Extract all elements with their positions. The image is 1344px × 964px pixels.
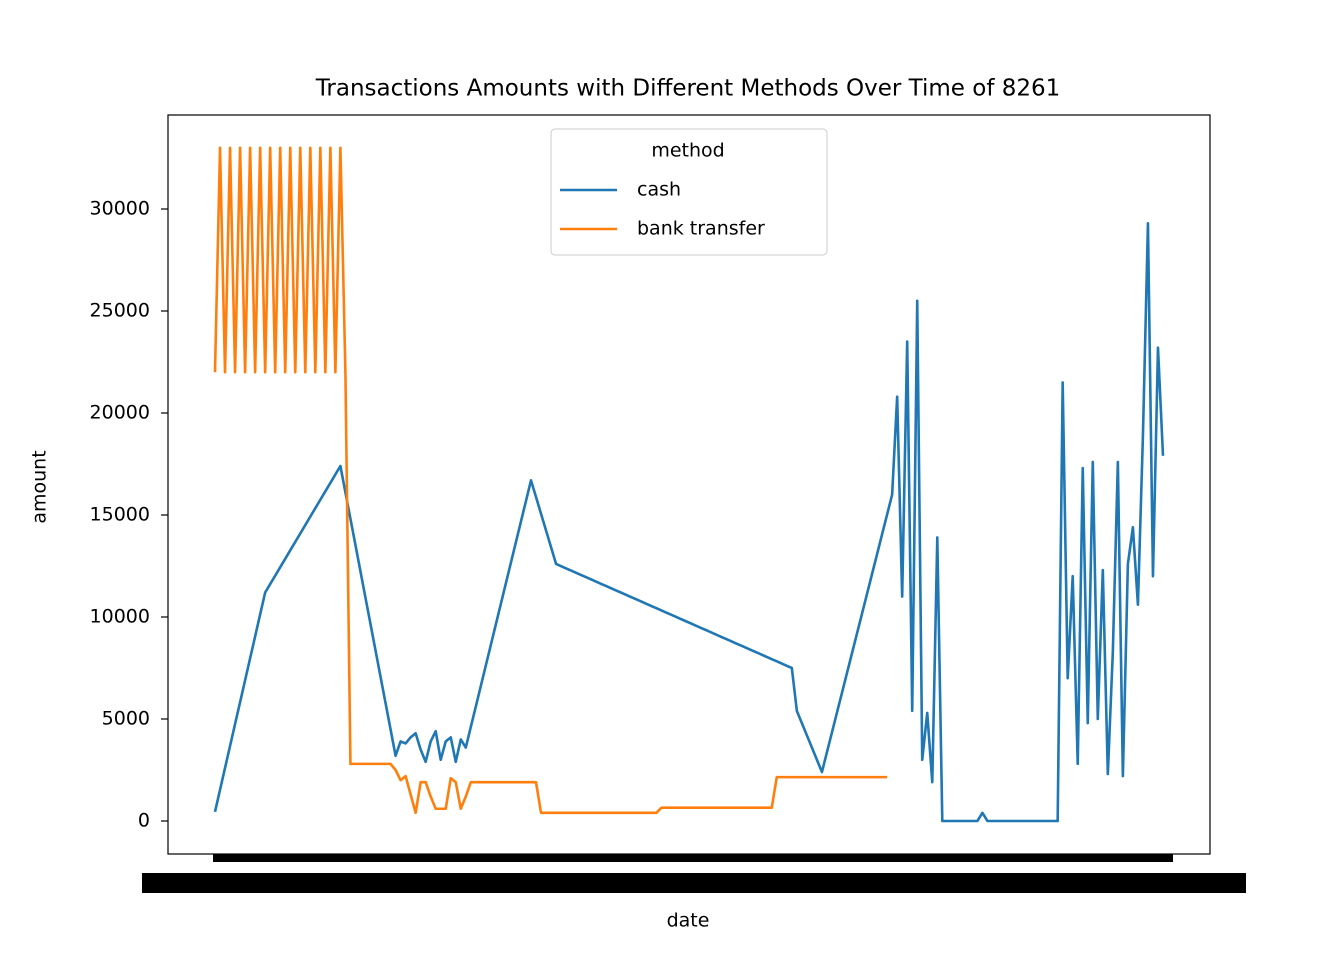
x-tick-labels-overlap [142, 873, 1246, 893]
legend-items: cash bank transfer [560, 179, 765, 240]
plot-area [213, 146, 1165, 823]
legend: method cash bank transfer [550, 128, 828, 256]
y-tick-label: 0 [138, 809, 150, 831]
y-tick-label: 15000 [90, 503, 150, 525]
legend-box [550, 128, 828, 256]
y-tick-label: 5000 [102, 707, 150, 729]
y-axis-label: amount [29, 450, 51, 523]
legend-label: bank transfer [637, 218, 765, 240]
legend-label: cash [637, 179, 681, 201]
series-line [213, 146, 888, 815]
chart-title: Transactions Amounts with Different Meth… [315, 76, 1061, 102]
x-tick-marks [213, 854, 1173, 862]
legend-title: method [651, 140, 724, 162]
y-tick-label: 25000 [90, 300, 150, 322]
x-axis-label: date [667, 910, 710, 932]
y-tick-label: 30000 [90, 198, 150, 220]
y-tick-label: 10000 [90, 605, 150, 627]
y-tick-label: 20000 [90, 401, 150, 423]
axes-frame [167, 114, 1211, 855]
series-line [213, 221, 1165, 823]
